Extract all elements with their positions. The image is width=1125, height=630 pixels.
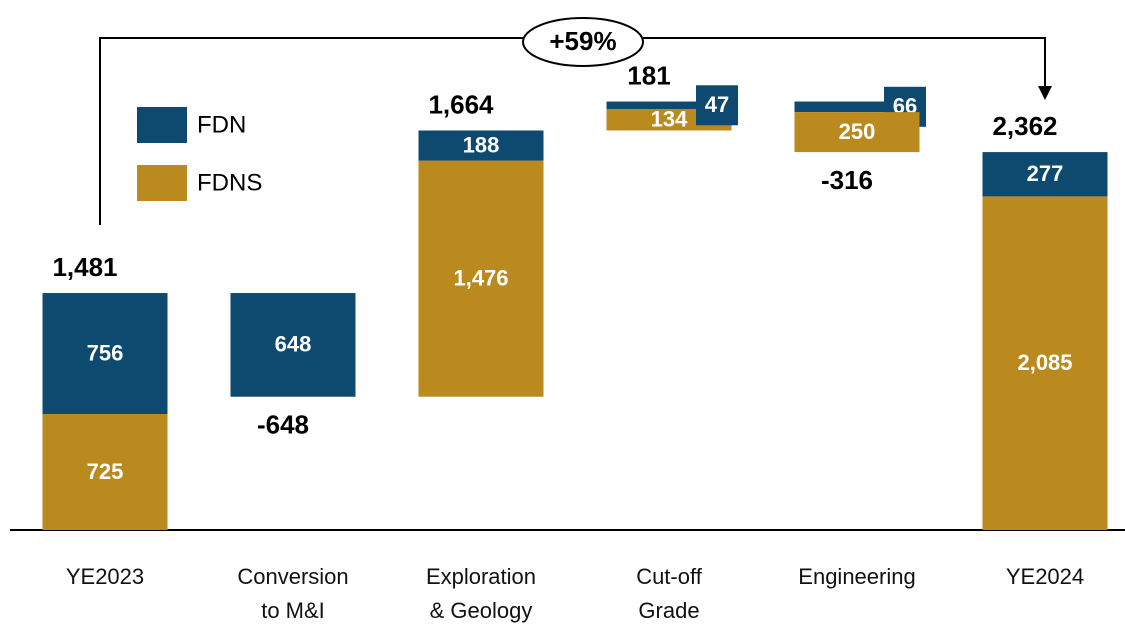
x-tick-label: Exploration & Geology — [426, 564, 536, 623]
growth-arrow — [643, 37, 1046, 88]
total-label: 1,664 — [428, 89, 494, 119]
value-label: 648 — [275, 332, 312, 357]
growth-arrow — [99, 37, 523, 225]
bar — [418, 160, 544, 397]
value-label: 134 — [651, 107, 688, 132]
x-tick-label: Cut-off Grade — [636, 564, 703, 623]
total-label: 2,362 — [992, 111, 1057, 141]
total-label: 181 — [627, 60, 670, 90]
value-label: 2,085 — [1017, 350, 1072, 375]
x-tick-label: Engineering — [798, 564, 915, 589]
bar — [982, 196, 1108, 530]
legend-swatch — [137, 165, 187, 201]
legend-label: FDNS — [197, 169, 262, 196]
x-tick-label: Conversion to M&I — [237, 564, 348, 623]
bar — [42, 293, 168, 414]
bar — [982, 152, 1108, 197]
bar — [42, 414, 168, 530]
value-label-box — [696, 85, 738, 126]
bar — [230, 293, 356, 397]
legend-label: FDN — [197, 111, 246, 138]
arrow-head — [1038, 86, 1052, 100]
x-tick-label: YE2023 — [66, 564, 144, 589]
total-label: 1,481 — [52, 252, 117, 282]
value-label: 250 — [839, 119, 876, 144]
value-label: 47 — [705, 92, 729, 117]
legend-swatch — [137, 107, 187, 143]
total-label: -648 — [257, 410, 309, 440]
total-label: -316 — [821, 165, 873, 195]
value-label: 188 — [463, 132, 500, 157]
bar — [794, 112, 920, 153]
value-label: 277 — [1027, 161, 1064, 186]
bar — [418, 130, 544, 161]
bar — [794, 101, 920, 113]
value-label: 1,476 — [453, 265, 508, 290]
value-label: 756 — [87, 340, 124, 365]
x-tick-label: YE2024 — [1006, 564, 1084, 589]
annotation: +59% — [549, 26, 616, 56]
annotation-bubble — [522, 17, 644, 67]
value-label: 725 — [87, 459, 124, 484]
bar — [606, 101, 732, 110]
